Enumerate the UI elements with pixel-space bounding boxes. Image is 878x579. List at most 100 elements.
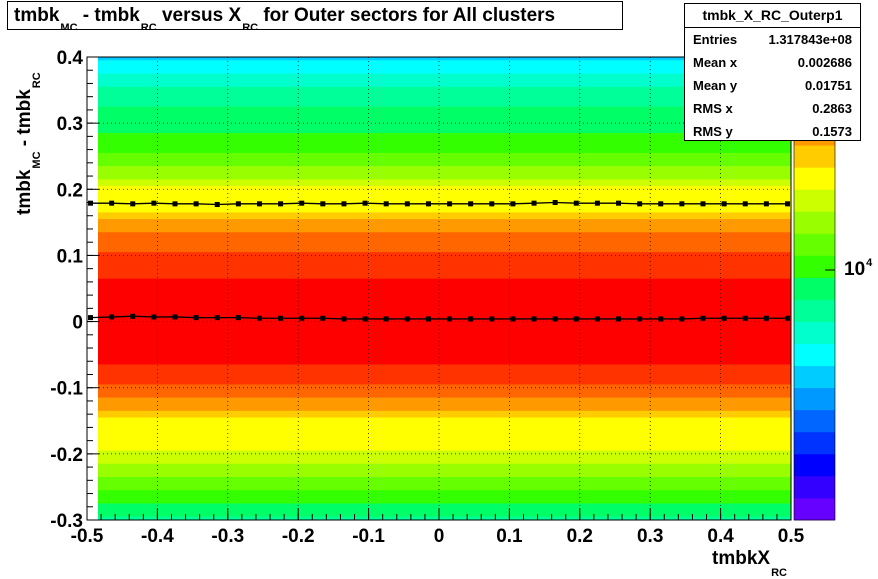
heatmap-cell [98,66,791,74]
palette-swatch [794,343,835,367]
profile-point [552,200,558,206]
profile-point [341,201,347,207]
palette-swatch [794,211,835,234]
heatmap-cell [98,113,791,121]
profile-point [320,315,326,321]
profile-point [235,201,241,207]
profile-point [130,201,136,207]
empty-edge-column [87,57,98,520]
profile-point [383,201,389,207]
x-tick-label: 0.5 [778,526,805,547]
profile-point [151,314,157,320]
profile-point [468,316,474,322]
x-tick-label: -0.4 [141,526,174,547]
x-tick-label: -0.1 [352,526,385,547]
profile-point [193,201,199,207]
palette-swatch [794,431,835,455]
profile-point [193,315,199,321]
heatmap-cell [98,516,791,521]
profile-point [616,316,622,322]
palette-swatch [794,387,835,411]
profile-point [637,316,643,322]
palette-swatch [794,167,835,190]
profile-point [489,316,495,322]
y-axis-ticks: -0.3 -0.2 -0.1 0 0.1 0.2 0.3 0.4 [50,48,99,532]
palette-swatch [794,475,835,499]
y-tick-label: -0.1 [50,379,83,400]
profile-point [404,316,410,322]
y-tick-label: 0 [72,313,83,334]
heatmap-cell [98,219,791,226]
heatmap-cell [98,410,791,418]
profile-point [362,316,368,322]
heatmap-cell [98,510,791,517]
heatmap-cell [98,424,791,432]
heatmap-cell [98,384,791,392]
heatmap-cell [98,483,791,491]
heatmap-cell [98,265,791,273]
profile-point [383,316,389,322]
palette-swatch [794,497,835,521]
profile-point [109,314,115,320]
heatmap-cell [98,364,791,372]
grid-lines [87,57,791,520]
heatmap-cell [98,166,791,174]
profile-point [763,201,769,207]
heatmap-cell [98,430,791,438]
heatmap-cell [98,93,791,101]
palette-swatch [794,365,835,389]
heatmap-cell [98,391,791,398]
heatmap-cell [98,133,791,140]
stats-box: tmbk_X_RC_Outerp1 Entries 1.317843e+08 Me… [684,3,861,141]
heatmap-cell [98,212,791,220]
x-tick-label: 0.1 [496,526,523,547]
z-axis-label: 104 [844,257,873,280]
heatmap-cell [98,139,791,147]
heatmap-cell [98,443,791,451]
profile-point [573,200,579,206]
heatmap-cell [98,463,791,471]
x-tick-label: 0.2 [567,526,593,547]
heatmap-cell [98,172,791,180]
profile-point [594,200,600,206]
heatmap-cell [98,225,791,233]
x-axis-label: tmbkXRC [712,548,787,579]
profile-point [256,315,262,321]
palette-swatch [794,145,835,168]
profile-point [489,201,495,207]
heatmap-cell [98,238,791,246]
heatmap-cell [98,152,791,160]
profile-point [510,201,516,207]
profile-point [658,316,664,322]
profile-point [151,200,157,206]
heatmap-cell [98,60,791,68]
profile-point [573,316,579,322]
profile-point [235,315,241,321]
profile-point [256,201,262,207]
profile-point [278,315,284,321]
profile-point [214,315,220,321]
x-tick-label: -0.5 [71,526,104,547]
heatmap-cell [98,119,791,127]
profile-point [552,316,558,322]
x-tick-label: 0.3 [637,526,663,547]
profile-point [531,200,537,206]
profile-line [90,315,788,320]
heatmap-cell [98,245,791,253]
profile-point [88,315,94,321]
heatmap-cell [98,80,791,88]
palette-swatch [794,453,835,477]
heatmap-cell [98,258,791,266]
palette-swatch [794,255,835,278]
stats-row-rms-y: RMS y 0.1573 [693,124,852,139]
profile-point [425,201,431,207]
y-tick-label: 0.3 [57,114,83,135]
heatmap-cell [98,450,791,458]
stats-row-entries: Entries 1.317843e+08 [693,32,852,47]
profile-point [278,201,284,207]
profile-point [784,315,790,321]
y-tick-label: -0.3 [50,511,83,532]
heatmap-cell [98,437,791,445]
profile-point [637,201,643,207]
